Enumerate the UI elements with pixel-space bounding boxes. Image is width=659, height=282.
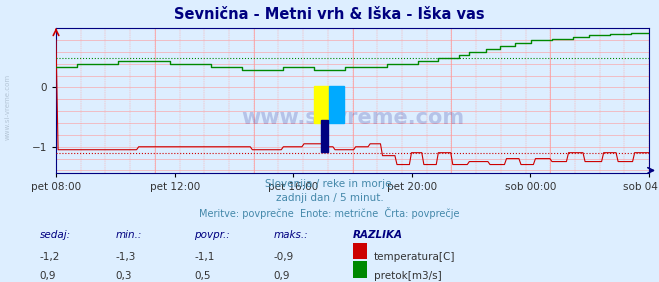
Text: maks.:: maks.: bbox=[273, 230, 308, 240]
Text: sedaj:: sedaj: bbox=[40, 230, 71, 240]
Text: min.:: min.: bbox=[115, 230, 142, 240]
Text: Slovenija / reke in morje.: Slovenija / reke in morje. bbox=[264, 179, 395, 189]
Text: Meritve: povprečne  Enote: metrične  Črta: povprečje: Meritve: povprečne Enote: metrične Črta:… bbox=[199, 207, 460, 219]
Text: 0,5: 0,5 bbox=[194, 271, 211, 281]
Text: 0,9: 0,9 bbox=[40, 271, 56, 281]
Text: -1,3: -1,3 bbox=[115, 252, 136, 262]
Text: www.si-vreme.com: www.si-vreme.com bbox=[5, 74, 11, 140]
Text: temperatura[C]: temperatura[C] bbox=[374, 252, 455, 262]
Bar bbox=[329, 86, 344, 123]
Text: povpr.:: povpr.: bbox=[194, 230, 230, 240]
Text: -0,9: -0,9 bbox=[273, 252, 294, 262]
Text: www.si-vreme.com: www.si-vreme.com bbox=[241, 108, 464, 128]
Text: 0,9: 0,9 bbox=[273, 271, 290, 281]
Text: RAZLIKA: RAZLIKA bbox=[353, 230, 403, 240]
Text: pretok[m3/s]: pretok[m3/s] bbox=[374, 271, 442, 281]
Bar bbox=[314, 86, 329, 123]
Text: -1,2: -1,2 bbox=[40, 252, 60, 262]
Text: 0,3: 0,3 bbox=[115, 271, 132, 281]
Text: zadnji dan / 5 minut.: zadnji dan / 5 minut. bbox=[275, 193, 384, 203]
Bar bbox=[321, 120, 328, 152]
Text: Sevnična - Metni vrh & Iška - Iška vas: Sevnična - Metni vrh & Iška - Iška vas bbox=[174, 7, 485, 22]
Text: -1,1: -1,1 bbox=[194, 252, 215, 262]
